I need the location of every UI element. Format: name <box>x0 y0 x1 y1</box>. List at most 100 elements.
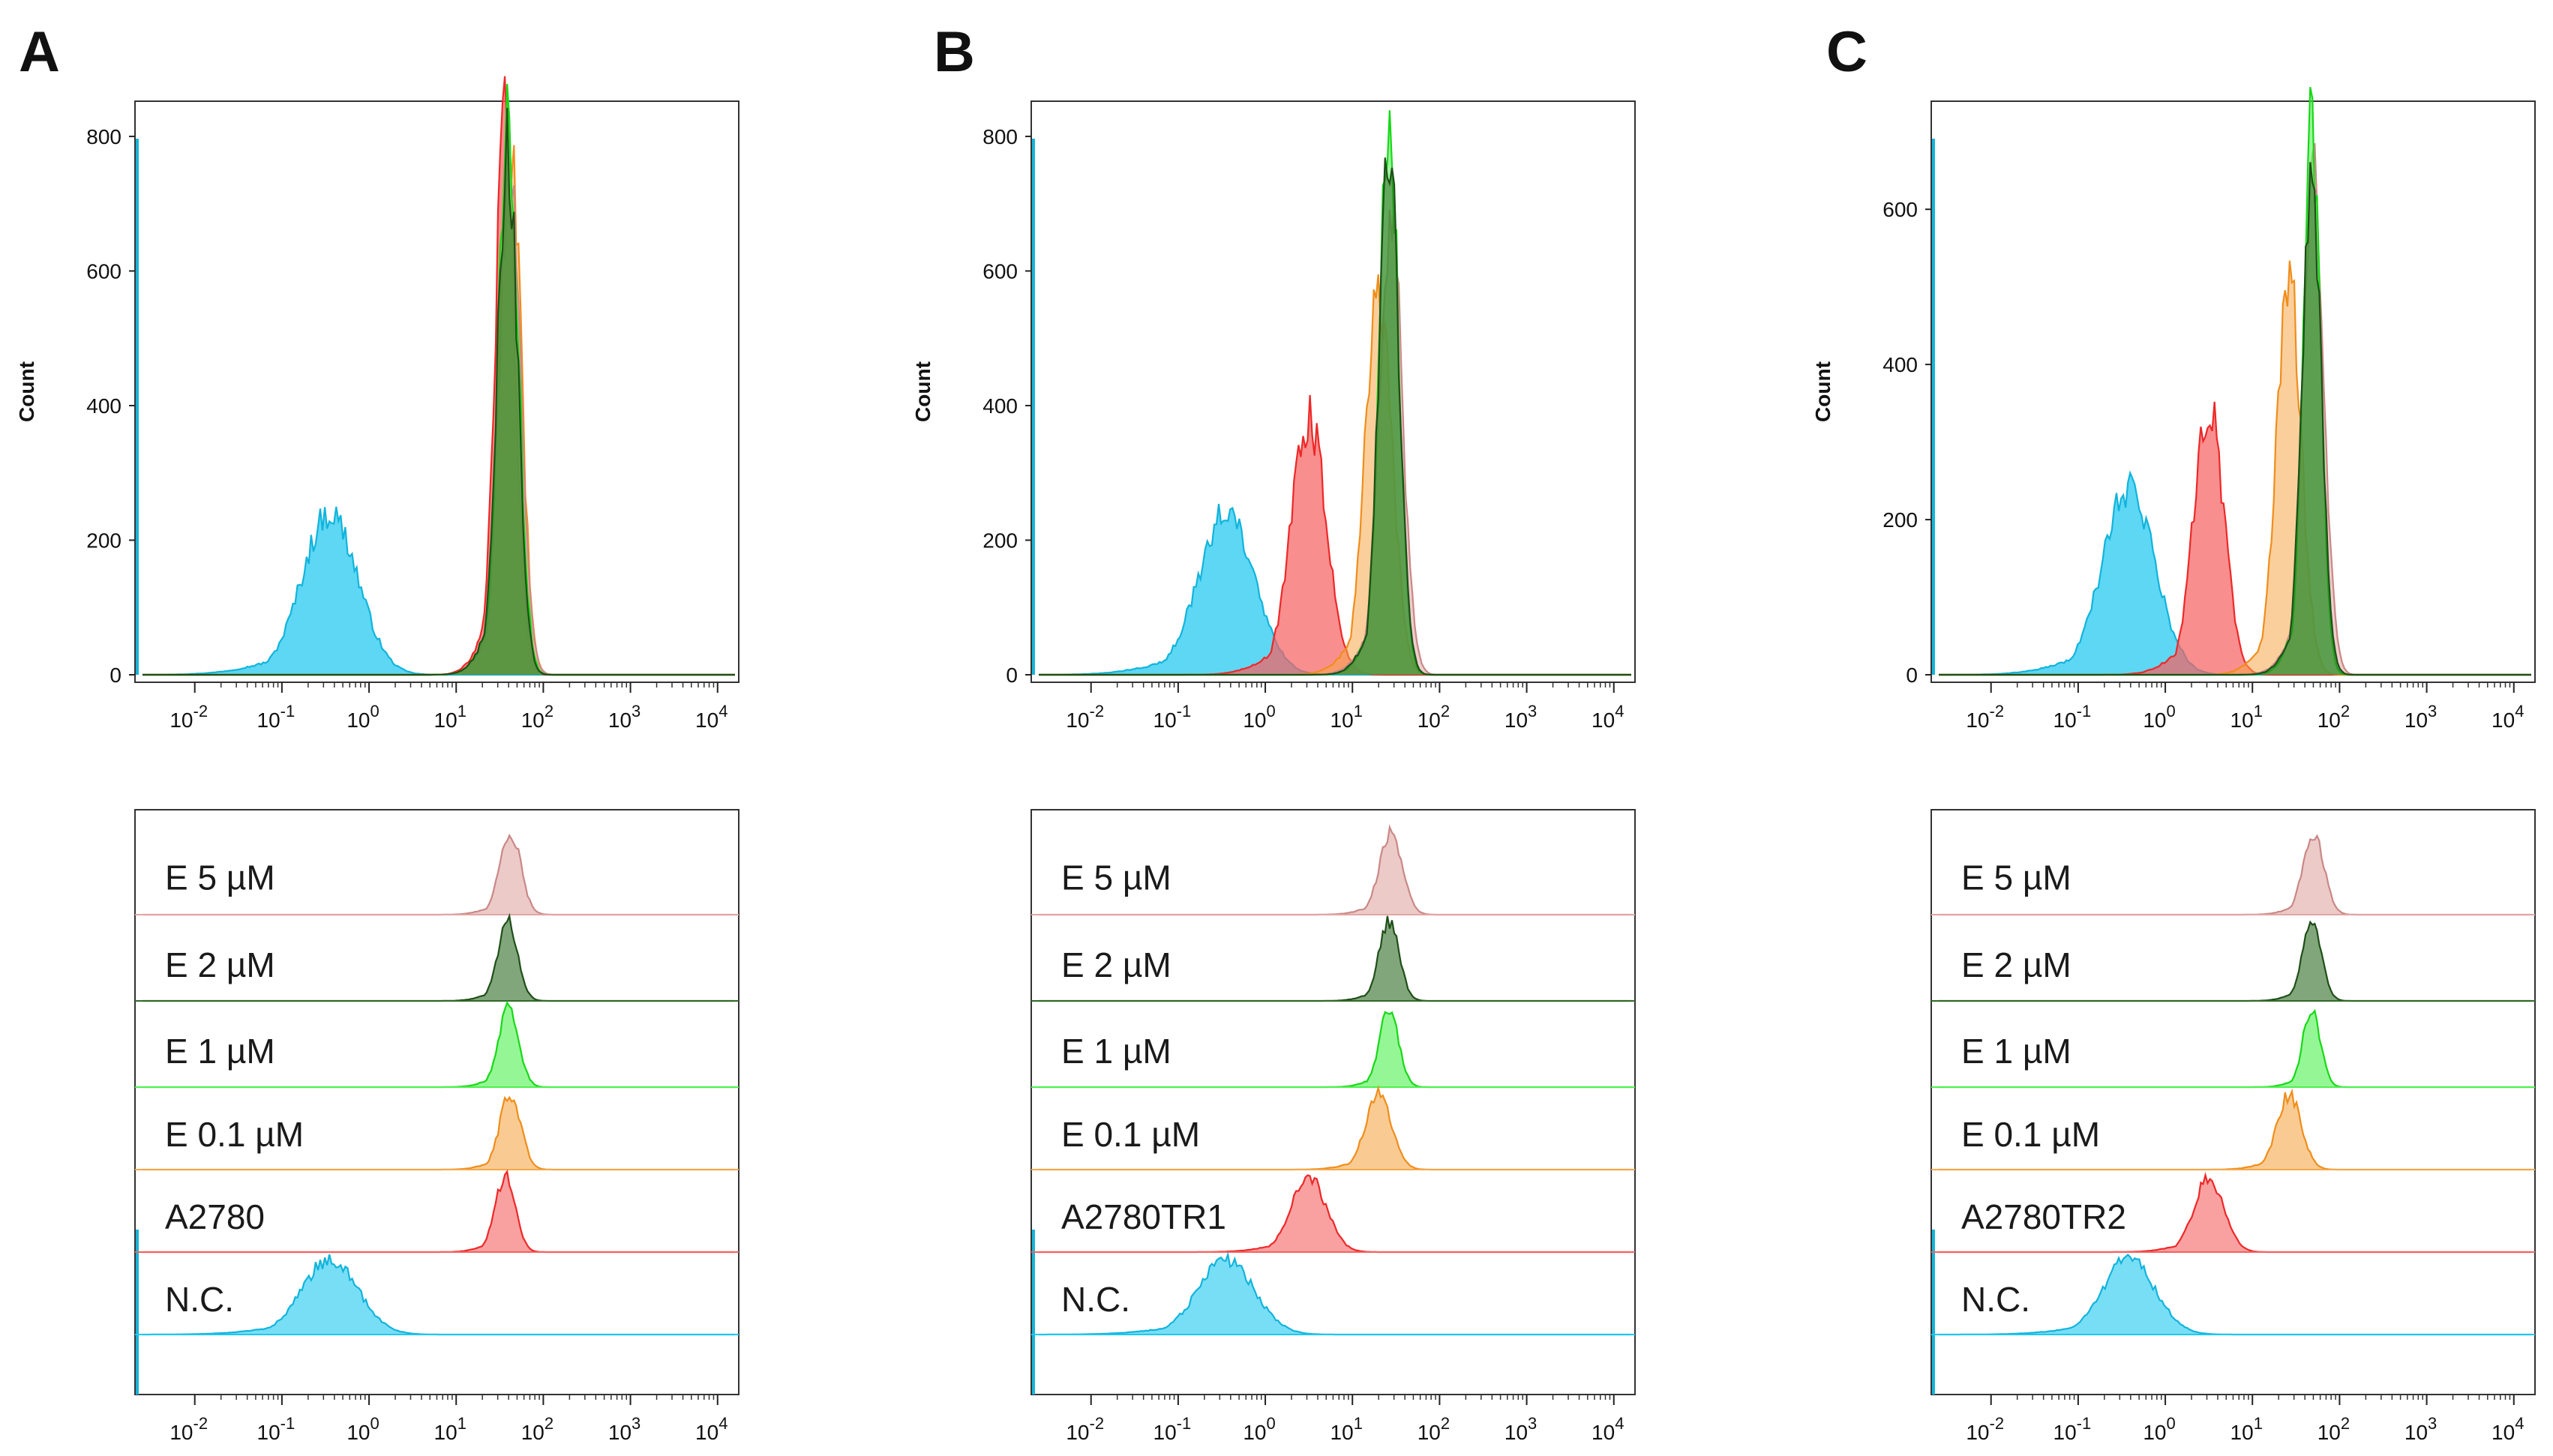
condition-label: E 0.1 µM <box>165 1115 304 1154</box>
y-tick-label: 200 <box>86 529 122 552</box>
x-tick-label: 103 <box>608 1414 640 1444</box>
overlay-histogram: 0 200 400 600 800 Count 10-2 10-1 100 101 102 103 10… <box>15 76 740 732</box>
x-tick-label: 104 <box>2492 1414 2524 1444</box>
x-tick-label: 102 <box>1418 702 1450 732</box>
y-tick-label: 0 <box>1006 664 1018 687</box>
plot-frame <box>1030 809 1636 1395</box>
panel-letter: C <box>1826 20 1868 84</box>
x-tick-label: 101 <box>1330 702 1363 732</box>
x-tick-label: 10-1 <box>257 1414 296 1444</box>
x-tick-label: 102 <box>521 1414 554 1444</box>
condition-label: N.C. <box>1061 1280 1130 1319</box>
y-tick-label: 400 <box>86 394 122 418</box>
x-tick-label: 10-2 <box>1066 702 1104 732</box>
condition-label: N.C. <box>1961 1280 2030 1319</box>
overlay-histogram: 0 200 400 600 Count 10-2 10-1 100 101 102 103 104 <box>1811 86 2536 732</box>
y-tick-label: 0 <box>110 664 122 687</box>
plot-frame <box>1930 100 2536 683</box>
x-tick-label: 101 <box>2230 1414 2263 1444</box>
x-tick-label: 101 <box>2230 702 2263 732</box>
x-tick-label: 10-1 <box>257 702 296 732</box>
condition-label: E 0.1 µM <box>1061 1115 1200 1154</box>
x-tick-label: 10-1 <box>2054 702 2092 732</box>
y-tick-label: 600 <box>982 259 1018 283</box>
histogram-fill-n-c- <box>1039 504 1631 675</box>
x-tick-label: 101 <box>1330 1414 1363 1444</box>
stacked-histograms: E 5 µM E 2 µM E 1 µM E 0.1 µM A2780TR2 N.C. 10… <box>1930 809 2536 1444</box>
x-tick-label: 100 <box>1243 1414 1275 1444</box>
row-histogram-fill <box>1039 1254 1631 1335</box>
plot-frame <box>134 809 740 1395</box>
x-tick-label: 100 <box>346 702 379 732</box>
x-tick-label: 100 <box>1243 702 1275 732</box>
histogram-fill-n-c- <box>1939 472 2531 675</box>
condition-label: E 5 µM <box>1961 858 2072 897</box>
x-tick-label: 10-1 <box>1154 1414 1192 1444</box>
x-tick-label: 103 <box>2404 1414 2437 1444</box>
x-tick-label: 101 <box>434 702 466 732</box>
panel-letter: A <box>19 20 60 84</box>
row-histogram-fill <box>142 1254 735 1335</box>
condition-label: A2780 <box>165 1197 265 1236</box>
x-tick-label: 104 <box>1592 1414 1624 1444</box>
stacked-histograms: E 5 µM E 2 µM E 1 µM E 0.1 µM A2780TR1 N.C. 10… <box>1030 809 1636 1444</box>
condition-label: A2780TR2 <box>1961 1197 2126 1236</box>
histogram-outline-e-2-m <box>142 107 735 676</box>
panel-a: A 0 200 400 600 800 Count 10-2 10-1 100 101 102 103 1… <box>15 20 740 1444</box>
x-tick-label: 100 <box>346 1414 379 1444</box>
x-tick-label: 102 <box>2318 1414 2350 1444</box>
condition-label: E 1 µM <box>165 1032 275 1071</box>
x-tick-label: 102 <box>1418 1414 1450 1444</box>
x-tick-label: 102 <box>2318 702 2350 732</box>
x-tick-label: 104 <box>695 702 728 732</box>
x-tick-label: 103 <box>1504 702 1537 732</box>
x-tick-label: 101 <box>434 1414 466 1444</box>
y-tick-label: 600 <box>1882 198 1918 221</box>
x-tick-label: 102 <box>521 702 554 732</box>
x-tick-label: 104 <box>1592 702 1624 732</box>
condition-label: E 1 µM <box>1961 1032 2072 1071</box>
x-tick-label: 10-1 <box>1154 702 1192 732</box>
x-tick-label: 100 <box>2143 1414 2175 1444</box>
y-axis-label: Count <box>15 361 38 422</box>
histogram-outline-e-2-m <box>1039 157 1631 676</box>
x-tick-label: 10-2 <box>1066 1414 1104 1444</box>
x-tick-label: 10-1 <box>2054 1414 2092 1444</box>
x-tick-label: 10-2 <box>170 702 208 732</box>
x-tick-label: 10-2 <box>170 1414 208 1444</box>
condition-label: E 2 µM <box>1961 945 2072 984</box>
condition-label: E 1 µM <box>1061 1032 1172 1071</box>
x-tick-label: 104 <box>2492 702 2524 732</box>
x-tick-label: 10-2 <box>1966 1414 2004 1444</box>
plot-frame <box>134 100 740 683</box>
y-tick-label: 800 <box>982 125 1018 148</box>
x-tick-label: 100 <box>2143 702 2175 732</box>
histogram-fill-a2780tr1 <box>1039 394 1631 675</box>
y-tick-label: 0 <box>1906 664 1918 687</box>
plot-frame <box>1930 809 2536 1395</box>
condition-label: E 2 µM <box>1061 945 1172 984</box>
histogram-fill-n-c- <box>142 506 735 675</box>
x-tick-label: 10-2 <box>1966 702 2004 732</box>
x-tick-label: 103 <box>1504 1414 1537 1444</box>
histogram-outline-e-2-m <box>1939 162 2531 676</box>
panel-letter: B <box>934 20 975 84</box>
condition-label: E 2 µM <box>165 945 275 984</box>
y-tick-label: 600 <box>86 259 122 283</box>
y-axis-label: Count <box>1811 361 1834 422</box>
y-tick-label: 400 <box>1882 353 1918 376</box>
x-tick-label: 103 <box>2404 702 2437 732</box>
condition-label: A2780TR1 <box>1061 1197 1226 1236</box>
overlay-histogram: 0 200 400 600 800 Count 10-2 10-1 100 101 102 103 10… <box>911 100 1636 732</box>
y-tick-label: 800 <box>86 125 122 148</box>
row-histogram-fill <box>1039 1175 1631 1252</box>
condition-label: E 5 µM <box>165 858 275 897</box>
x-tick-label: 103 <box>608 702 640 732</box>
condition-label: N.C. <box>165 1280 234 1319</box>
condition-label: E 0.1 µM <box>1961 1115 2100 1154</box>
y-axis-label: Count <box>911 361 934 422</box>
y-tick-label: 400 <box>982 394 1018 418</box>
condition-label: E 5 µM <box>1061 858 1172 897</box>
